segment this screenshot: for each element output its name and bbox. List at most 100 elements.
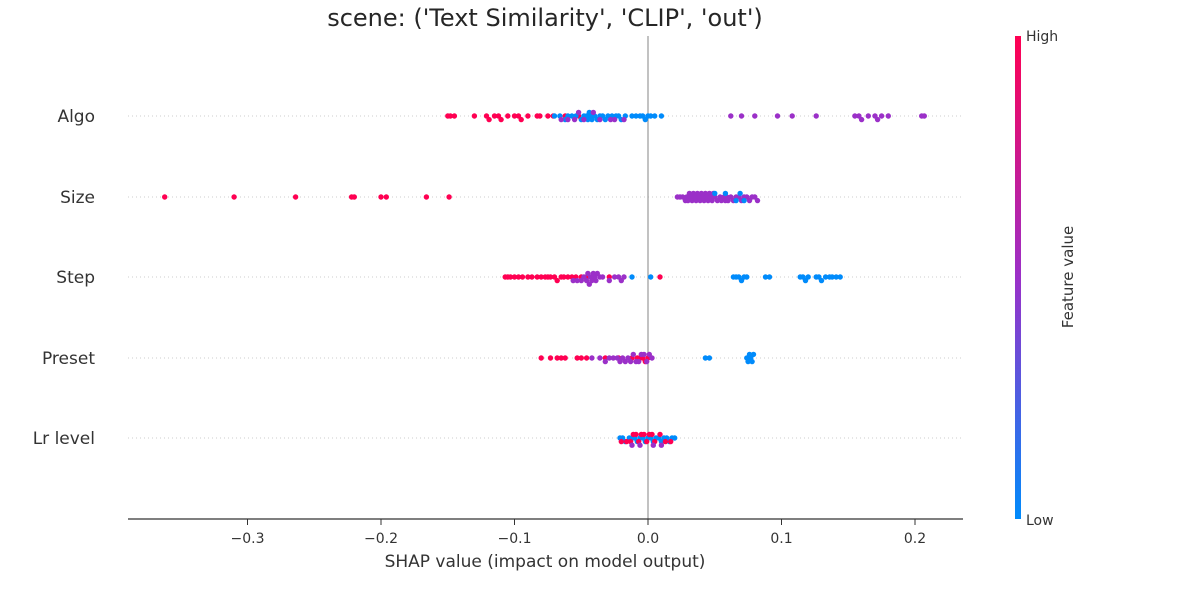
data-point: [578, 355, 584, 361]
data-point: [668, 438, 674, 445]
data-point: [636, 358, 642, 365]
data-point: [878, 113, 885, 119]
data-point: [658, 442, 665, 448]
data-point: [644, 358, 650, 365]
data-point: [774, 113, 781, 119]
feature-labels: Algo Size Step Preset Lr level: [33, 107, 96, 449]
data-point: [754, 197, 761, 204]
data-point: [633, 431, 639, 438]
data-point: [491, 113, 498, 119]
data-point: [606, 355, 612, 361]
data-point: [507, 274, 514, 280]
x-tick-label: −0.3: [231, 531, 265, 547]
data-point: [641, 431, 647, 438]
data-point: [505, 113, 511, 119]
data-point: [641, 351, 647, 358]
data-point: [447, 113, 454, 119]
data-point: [637, 442, 643, 448]
data-point: [597, 355, 603, 361]
data-point: [231, 194, 237, 200]
data-point: [471, 113, 478, 119]
data-point: [547, 274, 554, 280]
x-tick-label: 0.1: [770, 531, 792, 547]
data-point: [805, 274, 811, 280]
data-point: [648, 274, 654, 280]
data-point: [728, 113, 734, 119]
data-point: [538, 274, 544, 280]
data-point: [885, 113, 891, 119]
data-point: [672, 435, 678, 441]
data-point: [162, 194, 168, 200]
data-point: [554, 355, 560, 361]
data-point: [618, 438, 624, 445]
data-point: [562, 355, 568, 361]
data-point: [551, 113, 558, 119]
data-point: [874, 116, 881, 123]
data-point: [518, 116, 524, 123]
data-point: [789, 113, 795, 119]
data-point: [561, 274, 567, 280]
chart-title: scene: ('Text Similarity', 'CLIP', 'out'…: [327, 4, 763, 32]
data-point: [525, 274, 531, 280]
data-point: [633, 113, 639, 119]
data-point: [292, 194, 299, 200]
data-point: [446, 194, 452, 200]
data-point: [629, 113, 635, 119]
data-point: [621, 116, 627, 123]
data-point: [599, 274, 606, 280]
feature-label: Step: [56, 268, 95, 288]
data-point: [554, 277, 560, 284]
data-point: [712, 190, 718, 197]
data-point: [737, 190, 743, 197]
data-point: [822, 274, 829, 280]
data-point: [534, 274, 540, 280]
data-point: [602, 358, 608, 365]
data-point: [741, 197, 747, 204]
data-point: [351, 194, 357, 200]
x-tick-label: −0.1: [498, 531, 532, 547]
data-point: [630, 351, 636, 358]
x-tick-label: −0.2: [364, 531, 398, 547]
data-point: [706, 355, 713, 361]
data-point: [649, 355, 655, 361]
data-point: [545, 113, 551, 119]
data-point: [818, 277, 825, 284]
feature-label: Lr level: [33, 429, 95, 449]
data-point: [852, 113, 858, 119]
data-point: [590, 109, 596, 116]
data-point: [583, 355, 590, 361]
data-point: [744, 274, 750, 280]
data-point: [752, 113, 758, 119]
data-point: [383, 194, 389, 200]
data-point: [657, 274, 663, 280]
data-point: [423, 194, 430, 200]
data-point: [702, 355, 709, 361]
data-point: [627, 358, 634, 365]
data-point: [829, 274, 835, 280]
data-point: [574, 355, 580, 361]
data-point: [813, 113, 819, 119]
x-axis-ticks: −0.3 −0.2 −0.1 0.0 0.1 0.2: [231, 519, 926, 547]
data-point: [558, 355, 564, 361]
data-point: [537, 113, 543, 119]
data-point: [623, 438, 630, 445]
data-point: [611, 274, 618, 280]
data-point: [525, 113, 531, 119]
colorbar-high-label: High: [1026, 29, 1058, 45]
data-point: [571, 116, 578, 123]
data-point: [589, 355, 595, 361]
data-point: [611, 116, 618, 123]
data-point: [575, 109, 582, 116]
data-point: [511, 113, 518, 119]
data-point: [629, 274, 635, 280]
data-point: [529, 274, 535, 280]
data-point: [378, 194, 384, 200]
data-point: [574, 277, 580, 284]
data-point: [833, 274, 839, 280]
colorbar-low-label: Low: [1026, 513, 1054, 529]
x-axis-title: SHAP value (impact on model output): [385, 552, 706, 572]
data-point: [538, 355, 544, 361]
data-point: [565, 274, 571, 280]
data-point: [558, 116, 564, 123]
data-point: [607, 116, 614, 123]
